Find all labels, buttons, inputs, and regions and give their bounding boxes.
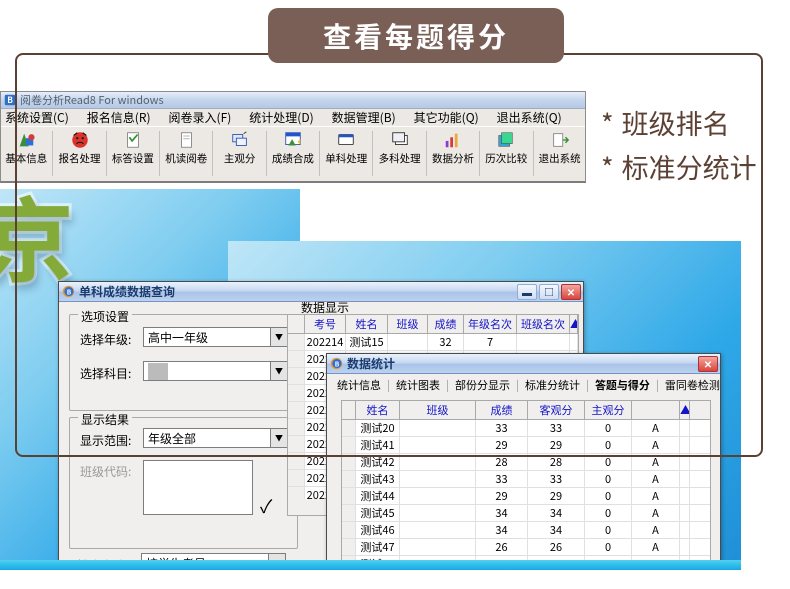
- svg-text:B: B: [7, 94, 13, 106]
